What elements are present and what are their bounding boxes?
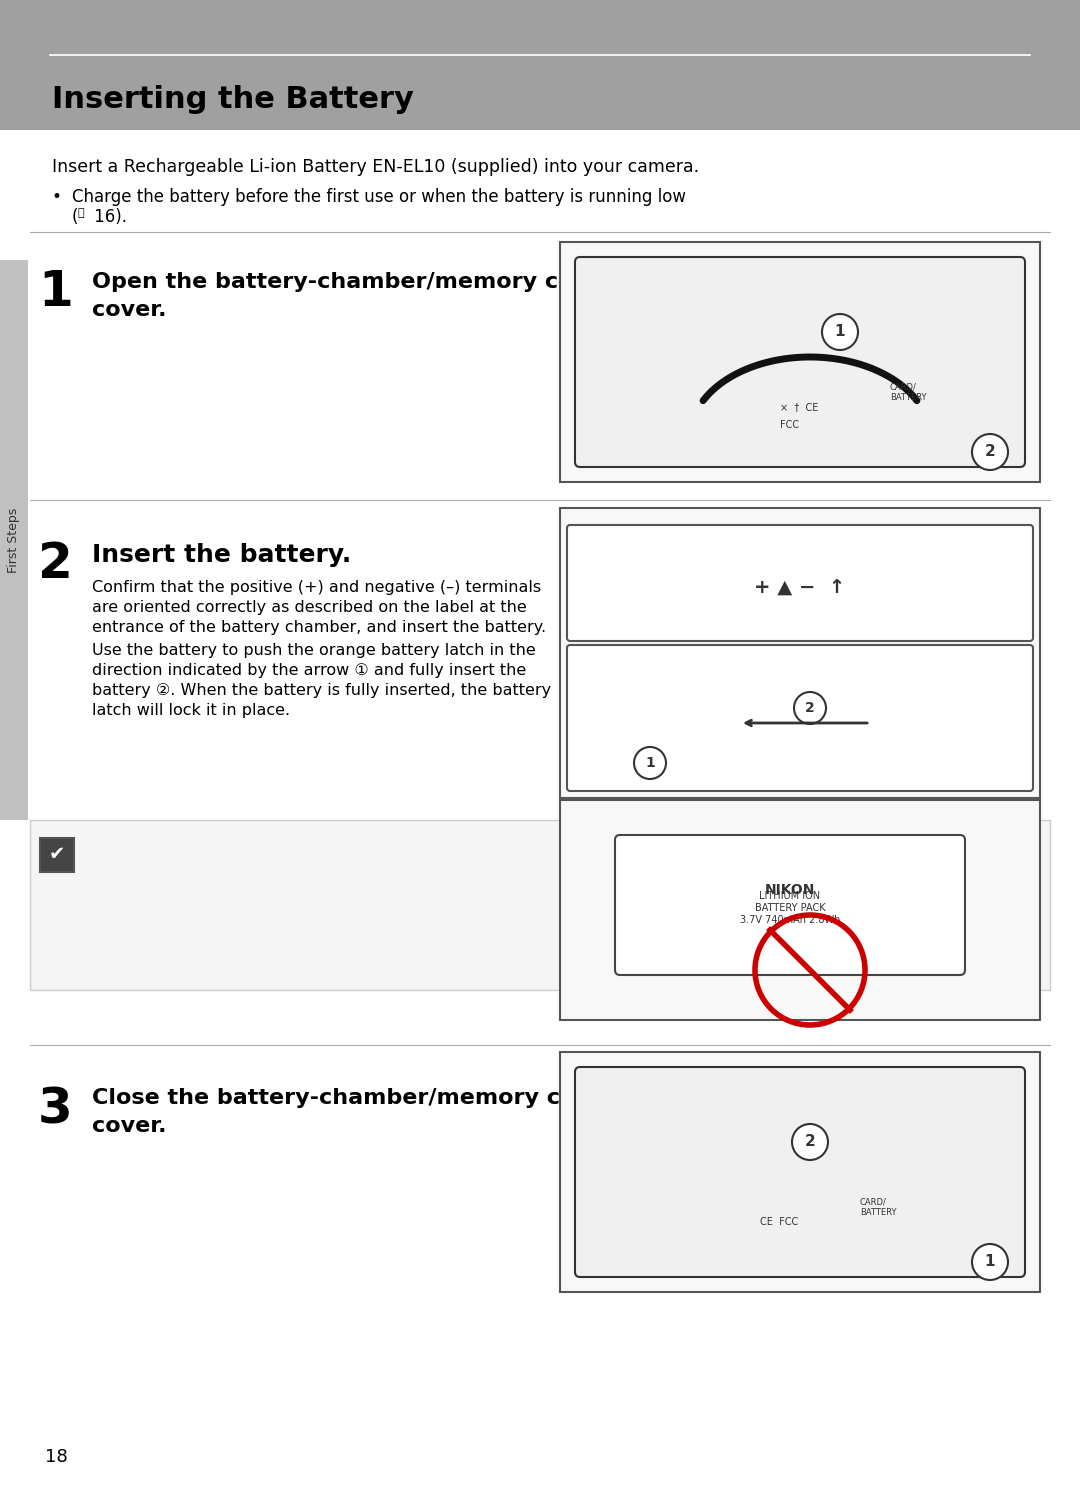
Text: 1: 1 [985, 1254, 996, 1269]
FancyBboxPatch shape [575, 1067, 1025, 1276]
Text: 2: 2 [805, 701, 815, 715]
FancyBboxPatch shape [40, 838, 75, 872]
Text: 1: 1 [645, 756, 654, 770]
Text: 2: 2 [805, 1134, 815, 1150]
Text: cover.: cover. [92, 300, 166, 319]
Text: FCC: FCC [780, 421, 799, 429]
Circle shape [794, 692, 826, 724]
Text: Insert a Rechargeable Li-ion Battery EN-EL10 (supplied) into your camera.: Insert a Rechargeable Li-ion Battery EN-… [52, 158, 699, 175]
FancyBboxPatch shape [561, 242, 1040, 481]
Text: ✔: ✔ [49, 846, 65, 865]
Text: Use the battery to push the orange battery latch in the: Use the battery to push the orange batte… [92, 643, 536, 658]
Text: Be sure to check the battery is in the
correct orientation.: Be sure to check the battery is in the c… [42, 942, 327, 978]
Text: direction indicated by the arrow ① and fully insert the: direction indicated by the arrow ① and f… [92, 663, 526, 678]
FancyBboxPatch shape [0, 0, 1080, 129]
Text: 2: 2 [985, 444, 996, 459]
Text: LITHIUM ION
BATTERY PACK
3.7V 740mAh 2.8Wh: LITHIUM ION BATTERY PACK 3.7V 740mAh 2.8… [740, 890, 840, 926]
FancyBboxPatch shape [0, 260, 28, 820]
Text: Charge the battery before the first use or when the battery is running low: Charge the battery before the first use … [72, 189, 686, 207]
Circle shape [822, 314, 858, 351]
Text: battery ②. When the battery is fully inserted, the battery: battery ②. When the battery is fully ins… [92, 684, 551, 698]
Text: 2: 2 [38, 539, 72, 588]
FancyBboxPatch shape [561, 508, 1040, 798]
Circle shape [972, 1244, 1008, 1279]
Text: latch will lock it in place.: latch will lock it in place. [92, 703, 291, 718]
FancyBboxPatch shape [30, 820, 1050, 990]
Text: NIKON: NIKON [765, 883, 815, 898]
Text: 1: 1 [38, 267, 72, 317]
FancyBboxPatch shape [561, 1052, 1040, 1291]
Circle shape [972, 434, 1008, 470]
Text: entrance of the battery chamber, and insert the battery.: entrance of the battery chamber, and ins… [92, 620, 546, 635]
Text: CARD/
BATTERY: CARD/ BATTERY [890, 382, 927, 401]
Text: CE  FCC: CE FCC [760, 1217, 798, 1227]
Text: Open the battery-chamber/memory card slot: Open the battery-chamber/memory card slo… [92, 272, 654, 293]
Text: ×  †  CE: × † CE [780, 403, 819, 412]
Text: 3: 3 [38, 1085, 72, 1132]
Text: Inserting the Battery: Inserting the Battery [82, 857, 280, 877]
Text: Close the battery-chamber/memory card slot: Close the battery-chamber/memory card sl… [92, 1088, 657, 1109]
Text: 📖: 📖 [77, 208, 83, 218]
Text: are oriented correctly as described on the label at the: are oriented correctly as described on t… [92, 600, 527, 615]
Text: 18: 18 [45, 1447, 68, 1467]
Text: Insert the battery.: Insert the battery. [92, 542, 351, 568]
FancyBboxPatch shape [567, 525, 1032, 640]
Text: Inserting the battery upside down or backwards could
damage the camera.: Inserting the battery upside down or bac… [42, 898, 509, 935]
FancyBboxPatch shape [561, 799, 1040, 1019]
Text: Confirm that the positive (+) and negative (–) terminals: Confirm that the positive (+) and negati… [92, 580, 541, 594]
FancyBboxPatch shape [575, 257, 1025, 467]
Text: cover.: cover. [92, 1116, 166, 1135]
Text: (   16).: ( 16). [72, 208, 127, 226]
FancyBboxPatch shape [567, 645, 1032, 791]
Text: •: • [52, 189, 62, 207]
Text: CARD/
BATTERY: CARD/ BATTERY [860, 1198, 896, 1217]
Circle shape [634, 747, 666, 779]
Text: Inserting the Battery: Inserting the Battery [52, 86, 414, 114]
Text: 1: 1 [835, 324, 846, 339]
Text: + ▲ −  ↑: + ▲ − ↑ [754, 578, 846, 597]
Text: First Steps: First Steps [8, 507, 21, 572]
Circle shape [792, 1123, 828, 1161]
FancyBboxPatch shape [615, 835, 966, 975]
